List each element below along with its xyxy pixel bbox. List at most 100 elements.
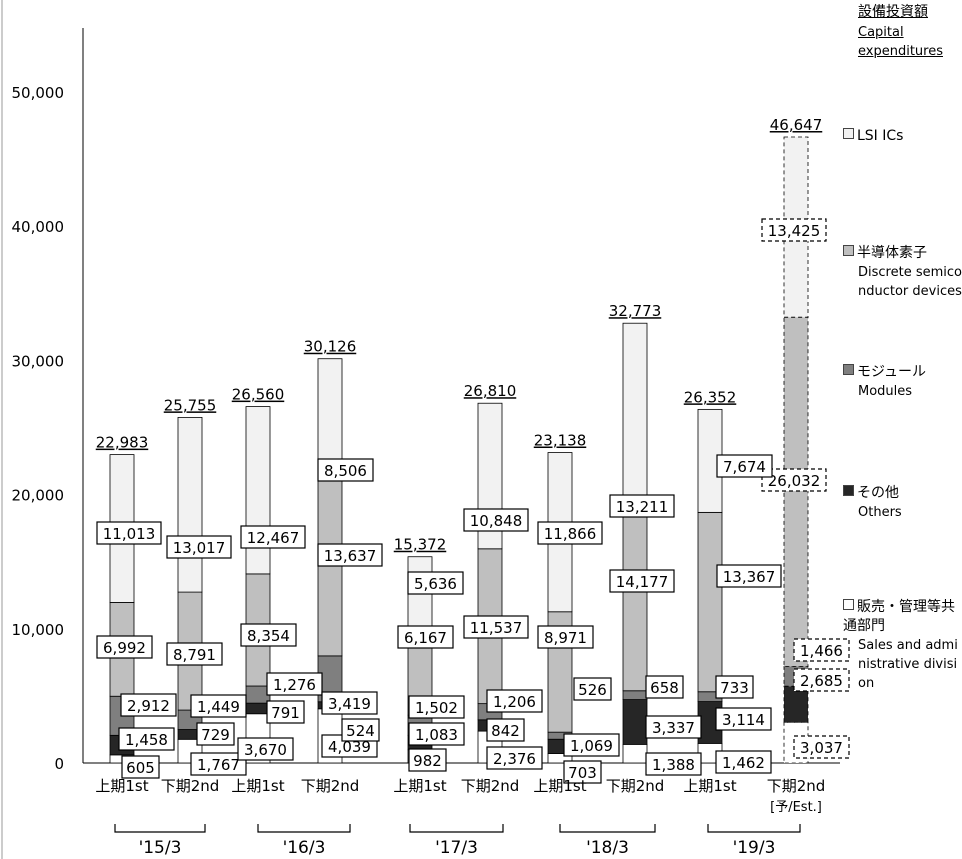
legend-item-others: その他 Others [843,484,962,522]
bar-total-label: 26,352 [684,388,737,406]
legend-label-sales-en: Sales and administrative division [858,638,958,691]
y-tick-label: 0 [54,755,64,773]
x-category-label: 上期1st [231,777,284,795]
data-label-lsi-box [317,458,374,482]
data-label-sales-box [563,760,602,784]
data-label-discrete: 8,791 [173,646,216,664]
data-label-discrete: 13,637 [324,547,377,565]
data-label-sales: 3,670 [244,741,287,759]
data-label-others: 3,337 [652,719,695,737]
data-label-sales: 1,462 [722,754,765,772]
data-label-sales: 1,388 [652,756,695,774]
legend-label-modules-ja: モジュール [857,364,927,380]
legend-label-others-en: Others [858,505,902,520]
data-label-others-box [196,722,235,746]
x-category-label: 下期2nd [606,777,665,795]
data-label-sales-box [486,746,543,770]
y-tick-label: 50,000 [12,84,65,102]
x-category-label: 上期1st [393,777,446,795]
data-label-others-box [793,668,850,692]
bar-segment-lsi [177,416,203,593]
bar-total-label: 26,560 [232,386,285,404]
bar-segment-sales [622,743,648,764]
data-label-modules-box [120,693,177,717]
bar-total-label: 30,126 [304,338,357,356]
data-label-lsi-box [537,521,603,545]
data-label-modules: 1,449 [197,698,240,716]
data-label-sales: 1,767 [197,756,240,774]
data-label-modules-box [190,694,247,718]
data-label-modules: 733 [720,679,749,697]
data-label-lsi-box [761,218,827,242]
data-label-lsi: 8,506 [324,462,367,480]
data-label-modules: 3,419 [328,695,371,713]
data-label-others: 791 [271,704,300,722]
bar-total-label: 26,810 [464,382,517,400]
data-label-others-box [408,722,465,746]
bar-total-label: 15,372 [394,536,447,554]
legend-item-lsi: LSI ICs [843,127,903,146]
data-label-sales-box [408,748,447,772]
data-label-modules: 1,466 [800,642,843,660]
year-group-label: '18/3 [586,838,629,858]
data-label-discrete-box [166,642,223,666]
data-label-sales-box [645,752,702,776]
data-label-discrete: 14,177 [616,573,669,591]
estimate-note: [予/Est.] [770,800,822,815]
x-category-label: 上期1st [95,777,148,795]
data-label-sales-box [190,752,247,776]
bar-total-label: 46,647 [770,116,823,134]
bar-segment-modules [245,685,271,704]
legend-label-discrete-ja: 半導体素子 [857,245,927,261]
data-label-others-box [341,718,380,742]
data-label-lsi: 10,848 [470,512,523,530]
legend-item-discrete: 半導体素子 Discrete semiconductor devices [843,244,962,301]
data-label-discrete-box [609,569,675,593]
legend-label-discrete-en: Discrete semiconductor devices [858,265,962,299]
data-label-modules-box [486,689,543,713]
bar-segment-modules [622,690,648,700]
data-label-others: 842 [491,722,520,740]
data-label-sales: 982 [413,752,442,770]
y-tick-label: 20,000 [12,487,65,505]
data-label-modules: 1,206 [493,693,536,711]
year-group-label: '17/3 [435,838,478,858]
data-label-lsi: 12,467 [247,529,300,547]
data-label-sales: 703 [568,764,597,782]
year-bracket [707,824,801,833]
data-label-discrete-box [463,615,529,639]
year-bracket [257,824,351,833]
bar-segment-others [622,699,648,745]
data-label-modules: 1,502 [415,699,458,717]
legend-label-others-ja: その他 [857,485,899,501]
data-label-discrete-box [397,625,454,649]
legend-title-en-1: Capital [858,25,904,40]
data-label-modules: 2,912 [127,697,170,715]
data-label-others-box [266,700,305,724]
x-category-label: 下期2nd [461,777,520,795]
x-category-label: 下期2nd [767,777,826,795]
data-label-others: 3,114 [722,711,765,729]
data-label-lsi: 7,674 [723,458,766,476]
bar-segment-lsi [317,358,343,474]
data-label-modules-box [715,675,754,699]
data-label-others-box [645,715,702,739]
data-label-discrete: 6,992 [103,639,146,657]
data-label-lsi-box [166,535,232,559]
bar-segment-lsi [245,406,271,575]
bar-total-label: 32,773 [609,302,662,320]
data-label-lsi: 11,866 [544,525,597,543]
legend-swatch-discrete [843,245,854,256]
data-label-lsi-box [463,508,529,532]
bar-segment-discrete [697,511,723,693]
data-label-discrete-box [96,635,153,659]
y-tick-label: 30,000 [12,352,65,370]
bar-segment-others [245,702,271,715]
data-label-others: 1,458 [125,731,168,749]
data-label-lsi: 13,017 [173,539,226,557]
data-label-discrete: 8,971 [544,629,587,647]
data-label-discrete: 11,537 [470,619,523,637]
data-label-discrete-box [761,468,827,492]
data-label-sales: 4,039 [328,738,371,756]
